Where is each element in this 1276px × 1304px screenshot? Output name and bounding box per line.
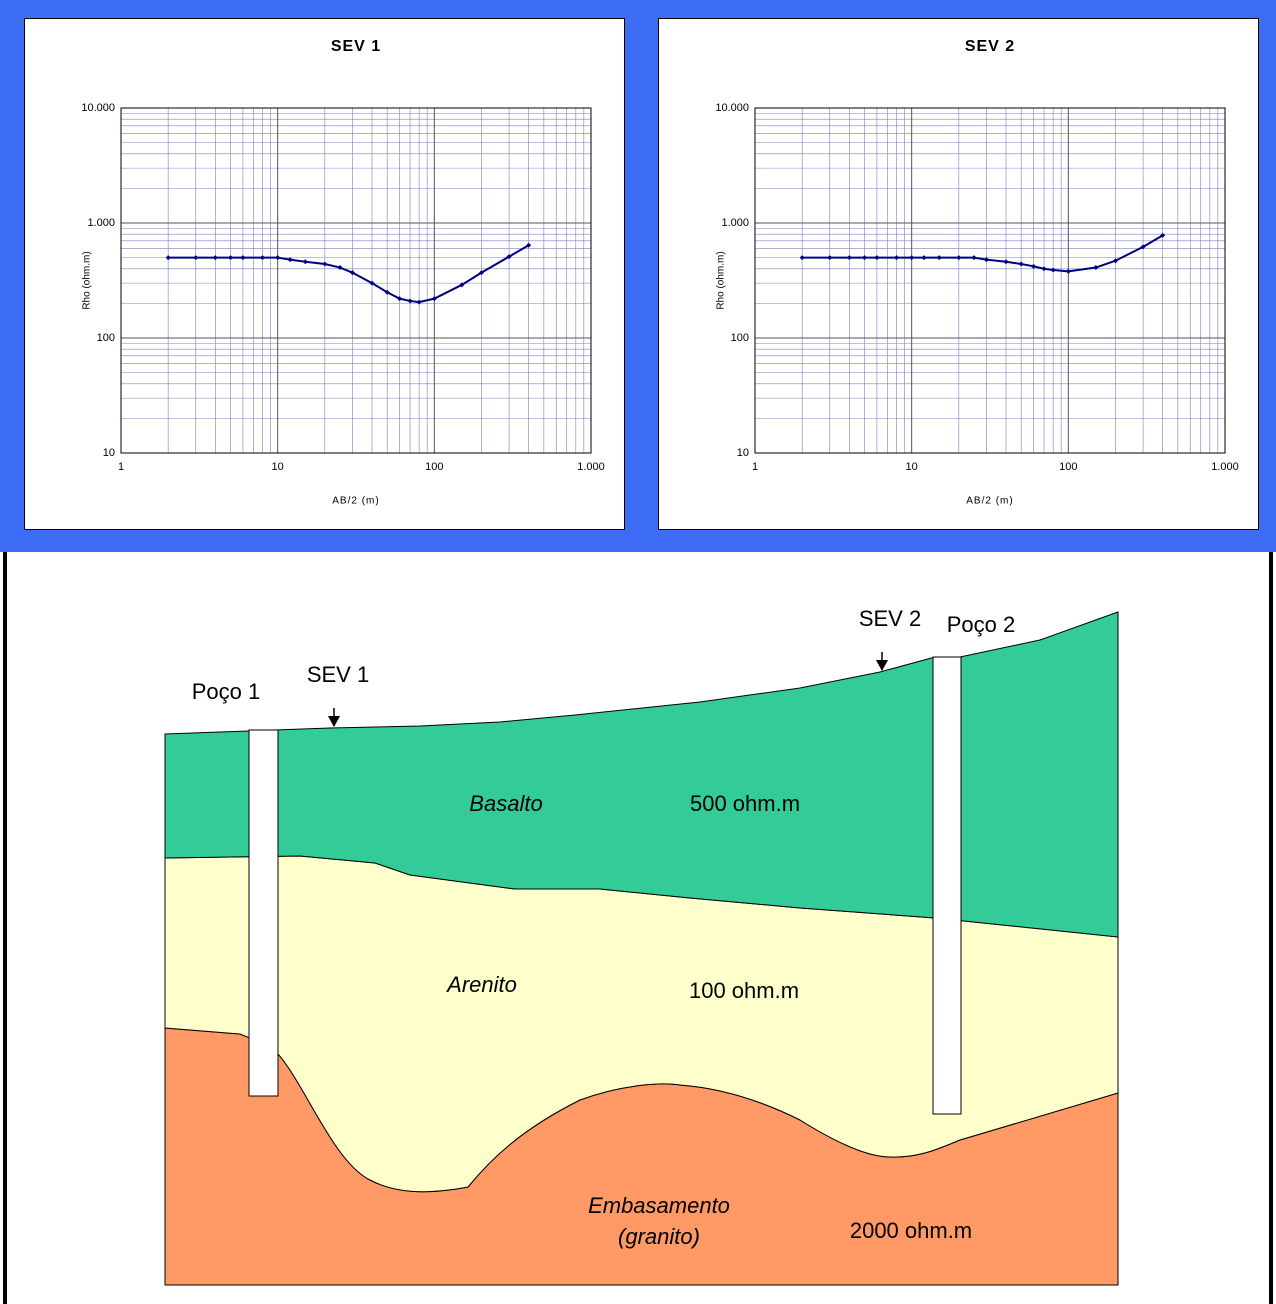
x-tick-label: 100 [1059,461,1077,473]
point [909,255,914,260]
point [937,255,942,260]
y-tick-label: 10.000 [81,102,115,114]
y-tick-label: 10 [103,447,115,459]
point [956,255,961,260]
x-tick-label: 10 [906,461,918,473]
x-tick-label: 1 [752,461,758,473]
label: (granito) [618,1224,700,1249]
point [166,255,171,260]
point [322,262,327,267]
point [1066,269,1071,274]
plot-frame [121,108,591,453]
x-tick-label: 10 [272,461,284,473]
point [800,255,805,260]
point [260,255,265,260]
chart-title: SEV 1 [331,38,381,55]
point [862,255,867,260]
label: Poço 1 [192,679,261,704]
point [874,255,879,260]
point [213,255,218,260]
x-tick-label: 1.000 [577,461,605,473]
arrow-head [876,660,888,671]
plot-frame [755,108,1225,453]
y-axis-label: Rho (ohm.m) [716,251,727,309]
label: 500 ohm.m [690,791,800,816]
x-tick-label: 100 [425,461,443,473]
y-tick-label: 1.000 [721,217,749,229]
x-tick-label: 1 [118,461,124,473]
point [408,298,413,303]
point [1003,259,1008,264]
label: 100 ohm.m [689,978,799,1003]
x-axis-label: AB/2 (m) [332,496,379,507]
point [922,255,927,260]
y-tick-label: 10.000 [715,102,749,114]
y-tick-label: 100 [97,332,115,344]
x-axis-label: AB/2 (m) [966,496,1013,507]
point [417,300,422,305]
point [1093,265,1098,270]
point [193,255,198,260]
y-axis-label: Rho (ohm.m) [82,251,93,309]
point [1019,262,1024,267]
well [249,730,278,1096]
point [228,255,233,260]
point [972,255,977,260]
page: SEV 11101001.000101001.00010.000AB/2 (m)… [0,0,1276,1304]
point [1031,264,1036,269]
point [275,255,280,260]
label: Embasamento [588,1193,730,1218]
series-line [168,245,528,302]
point [303,259,308,264]
cross-section: Poço 1 SEV 1 SEV 2 Poço 2 Basalto 500 oh… [0,552,1276,1304]
point [847,255,852,260]
point [1042,266,1047,271]
label: Arenito [445,972,517,997]
x-tick-label: 1.000 [1211,461,1239,473]
label: Poço 2 [947,612,1016,637]
label: Basalto [469,791,542,816]
well [933,657,961,1114]
label: SEV 1 [307,662,369,687]
y-tick-label: 1.000 [87,217,115,229]
label: SEV 2 [859,606,921,631]
point [1051,268,1056,273]
y-tick-label: 10 [737,447,749,459]
chart-title: SEV 2 [965,38,1015,55]
arrow-head [328,716,340,727]
y-tick-label: 100 [731,332,749,344]
point [894,255,899,260]
label: 2000 ohm.m [850,1218,972,1243]
point [240,255,245,260]
point [827,255,832,260]
